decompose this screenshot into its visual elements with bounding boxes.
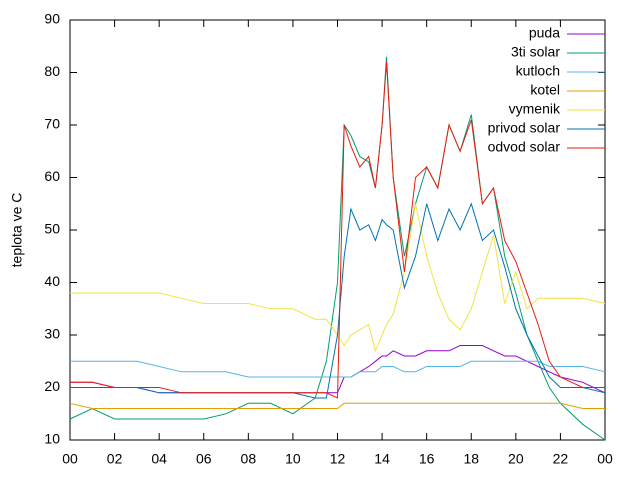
series-line bbox=[70, 61, 605, 399]
legend-label: puda bbox=[529, 25, 560, 41]
x-tick-label: 08 bbox=[241, 451, 257, 467]
y-tick-label: 40 bbox=[44, 273, 60, 289]
x-tick-label: 00 bbox=[62, 451, 78, 467]
y-tick-label: 60 bbox=[44, 168, 60, 184]
legend-label: odvod solar bbox=[488, 139, 561, 155]
x-tick-label: 18 bbox=[463, 451, 479, 467]
y-tick-label: 80 bbox=[44, 63, 60, 79]
y-tick-label: 30 bbox=[44, 326, 60, 342]
x-tick-label: 22 bbox=[553, 451, 569, 467]
x-tick-label: 20 bbox=[508, 451, 524, 467]
y-tick-label: 90 bbox=[44, 11, 60, 27]
y-axis-label: teplota ve C bbox=[9, 193, 25, 268]
legend-label: 3ti solar bbox=[511, 44, 560, 60]
x-tick-label: 02 bbox=[107, 451, 123, 467]
legend-label: privod solar bbox=[488, 120, 561, 136]
legend-label: kutloch bbox=[516, 63, 560, 79]
x-tick-label: 16 bbox=[419, 451, 435, 467]
series-line bbox=[70, 360, 606, 378]
legend-label: vymenik bbox=[509, 101, 561, 117]
x-tick-label: 12 bbox=[330, 451, 346, 467]
x-tick-label: 06 bbox=[196, 451, 212, 467]
y-tick-label: 10 bbox=[44, 431, 60, 447]
y-tick-label: 70 bbox=[44, 116, 60, 132]
x-tick-label: 00 bbox=[597, 451, 613, 467]
series-line bbox=[69, 402, 605, 409]
y-tick-label: 20 bbox=[44, 378, 60, 394]
x-tick-label: 10 bbox=[285, 451, 301, 467]
series-line bbox=[70, 203, 606, 353]
x-tick-label: 14 bbox=[374, 451, 390, 467]
y-tick-label: 50 bbox=[44, 221, 60, 237]
x-tick-label: 04 bbox=[151, 451, 167, 467]
legend-label: kotel bbox=[530, 82, 560, 98]
